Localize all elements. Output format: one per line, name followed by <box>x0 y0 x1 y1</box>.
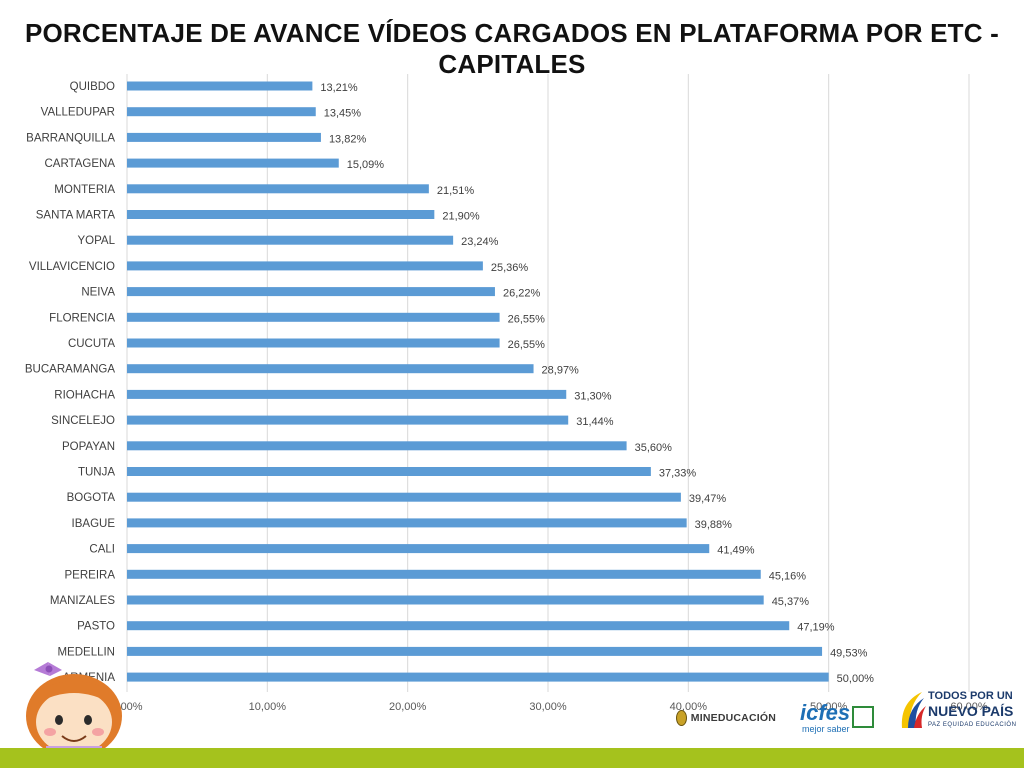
category-label: QUIBDO <box>70 81 115 93</box>
bar <box>127 646 823 656</box>
value-labels: 13,21% 13,45% 13,82% 15,09% 21,51% 21,90% 23,2… <box>320 82 874 685</box>
bar <box>127 518 687 528</box>
data-label: 25,36% <box>491 262 529 274</box>
category-label: VALLEDUPAR <box>41 107 115 119</box>
bar <box>127 261 483 271</box>
bar <box>127 107 316 117</box>
bar <box>127 364 534 374</box>
bars <box>127 81 829 682</box>
category-label: CALI <box>89 544 115 556</box>
data-label: 28,97% <box>542 365 580 377</box>
x-tick-label: 60,00% <box>950 701 988 713</box>
x-tick-label: 50,00% <box>810 701 848 713</box>
bar <box>127 81 313 91</box>
category-label: PEREIRA <box>65 569 116 581</box>
category-label: CUCUTA <box>68 338 115 350</box>
category-label: FLORENCIA <box>49 312 115 324</box>
data-label: 39,88% <box>695 519 733 531</box>
data-label: 50,00% <box>837 673 875 685</box>
colombia-flag-swoosh-icon <box>901 692 926 728</box>
bar <box>127 441 627 451</box>
data-label: 26,55% <box>508 339 546 351</box>
category-label: VILLAVICENCIO <box>29 261 115 273</box>
category-label: TUNJA <box>78 467 115 479</box>
mineducacion-logo: MINEDUCACIÓN <box>676 707 776 729</box>
category-label: SINCELEJO <box>51 415 115 427</box>
bar <box>127 595 764 605</box>
data-label: 13,21% <box>320 82 358 94</box>
data-label: 41,49% <box>717 545 755 557</box>
bar <box>127 338 500 348</box>
data-label: 31,44% <box>576 416 614 428</box>
bar <box>127 287 495 297</box>
bar <box>127 184 429 194</box>
icfes-logo-tagline: mejor saber <box>802 724 850 734</box>
x-tick-label: 30,00% <box>529 701 567 713</box>
data-label: 26,55% <box>508 313 546 325</box>
category-label: BUCARAMANGA <box>25 364 115 376</box>
category-label: PASTO <box>77 621 115 633</box>
icfes-logo: icfes mejor saber <box>800 700 880 736</box>
footer-band <box>0 748 1024 768</box>
bar <box>127 312 500 322</box>
bar <box>127 235 454 245</box>
category-labels: QUIBDO VALLEDUPAR BARRANQUILLA CARTAGENA MON… <box>25 81 116 684</box>
bar <box>127 210 435 219</box>
category-label: YOPAL <box>78 235 116 247</box>
category-label: MEDELLIN <box>57 646 115 658</box>
data-label: 15,09% <box>347 159 385 171</box>
bar <box>127 158 339 168</box>
x-tick-label: 10,00% <box>249 701 287 713</box>
mascot-girl-illustration <box>14 652 144 758</box>
todos-logo-line2: NUEVO PAÍS <box>928 703 1014 719</box>
data-label: 47,19% <box>797 622 835 634</box>
bar <box>127 467 651 476</box>
bar <box>127 672 829 682</box>
chart-title: PORCENTAJE DE AVANCE VÍDEOS CARGADOS EN … <box>24 18 1000 79</box>
bar <box>127 415 569 425</box>
category-label: BARRANQUILLA <box>26 132 115 144</box>
data-label: 45,16% <box>769 570 807 582</box>
checkmark-icon <box>852 706 874 728</box>
category-label: SANTA MARTA <box>36 210 116 222</box>
category-label: CARTAGENA <box>44 158 115 170</box>
data-label: 35,60% <box>635 442 673 454</box>
data-label: 21,51% <box>437 185 475 197</box>
data-label: 31,30% <box>574 390 612 402</box>
data-label: 26,22% <box>503 288 541 300</box>
bar <box>127 621 790 631</box>
data-label: 23,24% <box>461 236 499 248</box>
category-label: BOGOTA <box>67 492 116 504</box>
category-label: IBAGUE <box>72 518 116 530</box>
bar <box>127 544 710 554</box>
category-label: POPAYAN <box>62 441 115 453</box>
category-label: RIOHACHA <box>54 389 115 401</box>
bar <box>127 569 761 579</box>
data-label: 21,90% <box>442 211 480 223</box>
data-label: 13,82% <box>329 133 367 145</box>
todos-logo-line1: TODOS POR UN <box>928 690 1013 702</box>
bar <box>127 389 567 399</box>
bar <box>127 132 321 142</box>
x-tick-label: 20,00% <box>389 701 427 713</box>
colombia-seal-icon <box>676 710 687 726</box>
todos-logo-line3: PAZ EQUIDAD EDUCACIÓN <box>928 722 1017 728</box>
data-label: 13,45% <box>324 108 362 120</box>
data-label: 39,47% <box>689 493 727 505</box>
category-label: NEIVA <box>81 287 115 299</box>
bar <box>127 492 681 502</box>
icfes-logo-text: icfes <box>800 700 851 725</box>
data-label: 37,33% <box>659 468 697 480</box>
gridlines <box>126 74 970 692</box>
data-label: 49,53% <box>830 647 868 659</box>
category-label: MONTERIA <box>54 184 115 196</box>
todos-por-un-nuevo-pais-logo: TODOS POR UN NUEVO PAÍS PAZ EQUIDAD EDUC… <box>898 686 1016 734</box>
category-label: MANIZALES <box>50 595 116 607</box>
mineducacion-logo-text: MINEDUCACIÓN <box>690 712 776 724</box>
data-label: 45,37% <box>772 596 810 608</box>
